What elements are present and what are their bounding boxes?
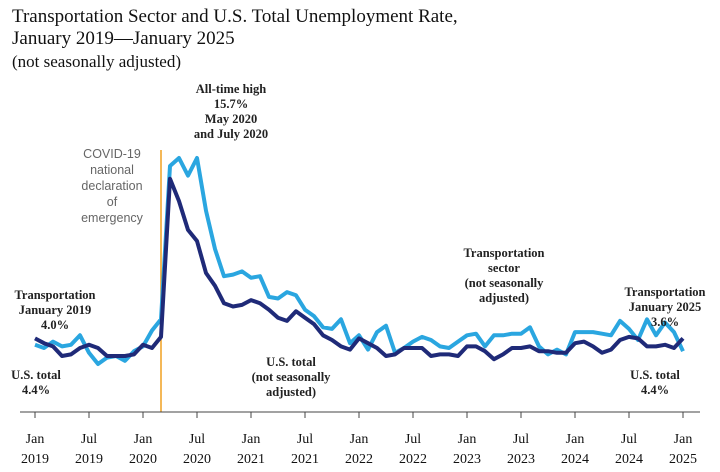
x-tick-label: Jan 2021 (237, 432, 265, 467)
x-tick-label: Jul 2023 (507, 432, 535, 467)
annotation: Transportation January 2025 3.6% (624, 285, 705, 330)
annotation-line: Transportation (624, 285, 706, 299)
x-tick-label: Jan 2025 (669, 432, 697, 467)
annotation-line: U.S. total (266, 355, 316, 369)
annotation: COVID-19 national declaration of emergency (81, 146, 143, 226)
x-tick-label: Jan 2023 (453, 432, 481, 467)
annotation-line: 15.7% (213, 97, 249, 111)
annotation-line: sector (488, 261, 520, 275)
annotation-line: U.S. total (630, 368, 680, 382)
annotation-line: Transportation (463, 246, 545, 260)
annotation: U.S. total 4.4% (11, 368, 61, 398)
annotation-line: adjusted) (265, 385, 317, 399)
chart-title: Transportation Sector and U.S. Total Une… (12, 6, 458, 50)
annotation-line: January 2025 (628, 300, 702, 314)
annotation-line: 4.4% (640, 383, 670, 397)
annotation-line: January 2019 (18, 303, 92, 317)
x-tick-label: Jan 2019 (21, 432, 49, 467)
annotation-line: adjusted) (478, 291, 529, 305)
annotation-line: COVID-19 (83, 147, 141, 161)
title-line: Transportation Sector and U.S. Total Une… (12, 6, 458, 27)
annotation: Transportation January 2019 4.0% (14, 288, 95, 333)
annotation-line: declaration (81, 179, 143, 193)
annotation: All-time high 15.7% May 2020 and July 2020 (194, 82, 268, 142)
annotation: Transportation sector (not seasonally adjus… (463, 246, 544, 306)
x-tick-label: Jan 2020 (129, 432, 157, 467)
x-tick-label: Jul 2019 (75, 432, 103, 467)
annotation-line: emergency (81, 211, 143, 225)
annotation-line: U.S. total (11, 368, 61, 382)
title-line: January 2019—January 2025 (12, 28, 235, 49)
annotation-line: Transportation (14, 288, 96, 302)
annotation-line: 4.0% (40, 318, 70, 332)
chart-subtitle: (not seasonally adjusted) (12, 52, 182, 71)
annotation-line: 3.6% (650, 315, 680, 329)
x-tick-label: Jan 2024 (561, 432, 589, 467)
annotation-line: (not seasonally (251, 370, 331, 384)
annotation-line: All-time high (195, 82, 267, 96)
x-tick-label: Jan 2022 (345, 432, 373, 467)
annotation-line: 4.4% (21, 383, 51, 397)
annotation-line: May 2020 (204, 112, 258, 126)
x-tick-label: Jul 2022 (399, 432, 427, 467)
x-tick-label: Jul 2020 (183, 432, 211, 467)
annotation-line: and July 2020 (193, 127, 269, 141)
series-line (34, 176, 685, 362)
annotation-line: (not seasonally (464, 276, 544, 290)
x-tick-label: Jul 2024 (615, 432, 643, 467)
x-tick-label: Jul 2021 (291, 432, 319, 467)
annotation: U.S. total 4.4% (630, 368, 680, 398)
annotation: U.S. total (not seasonally adjusted) (252, 355, 331, 400)
annotation-line: national (90, 163, 134, 177)
annotation-line: of (106, 195, 118, 209)
